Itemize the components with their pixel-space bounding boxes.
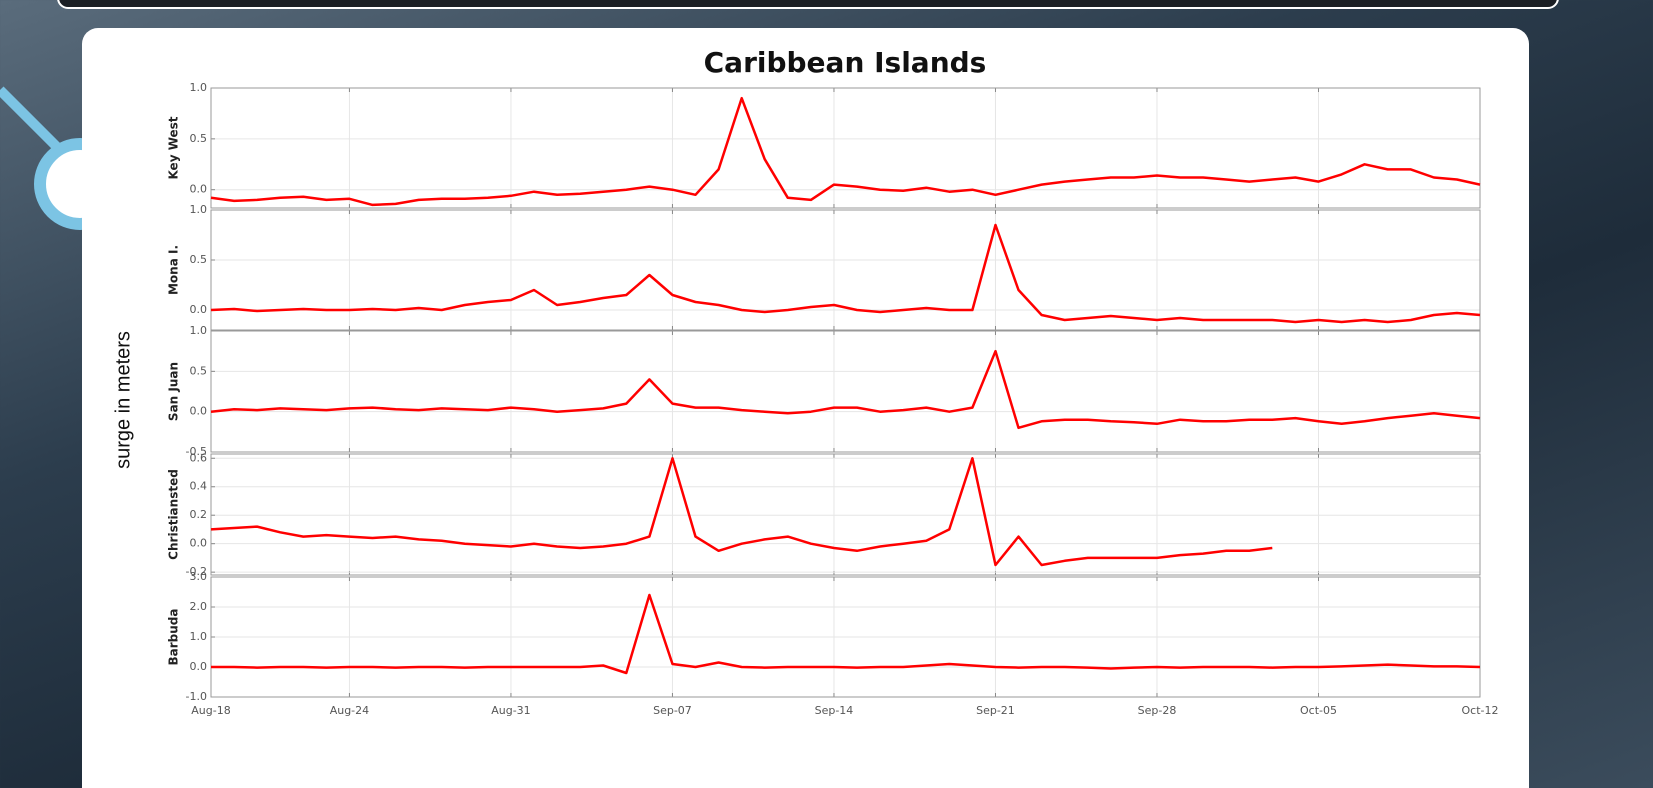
x-tick-label: Oct-12 (1462, 704, 1499, 717)
y-tick-label: 3.0 (190, 570, 208, 583)
y-tick-label: 0.2 (190, 508, 208, 521)
y-tick-label: 0.4 (190, 480, 208, 493)
x-tick-label: Sep-07 (653, 704, 692, 717)
panel-label: Mona I. (167, 245, 181, 295)
x-tick-label: Aug-18 (191, 704, 230, 717)
y-tick-label: 1.0 (190, 324, 208, 337)
top-bar (58, 0, 1558, 8)
screen: Caribbean Islands surge in meters 0.0 0.5… (0, 0, 1653, 788)
y-tick-label: 2.0 (190, 600, 208, 613)
x-tick-label: Aug-31 (491, 704, 530, 717)
chart-title: Caribbean Islands (704, 46, 987, 79)
y-tick-label: 0.0 (190, 405, 208, 418)
x-tick-label: Sep-21 (976, 704, 1015, 717)
decor-line (0, 90, 60, 150)
panel-label: Barbuda (167, 609, 181, 666)
x-tick-label: Sep-14 (815, 704, 854, 717)
y-tick-label: 0.5 (190, 364, 208, 377)
x-tick-label: Aug-24 (330, 704, 369, 717)
panel-label: Key West (167, 116, 181, 179)
y-tick-label: 0.5 (190, 132, 208, 145)
y-tick-label: 0.6 (190, 451, 208, 464)
y-tick-label: 0.0 (190, 660, 208, 673)
page: Caribbean Islands surge in meters 0.0 0.5… (0, 0, 1653, 788)
y-tick-label: 1.0 (190, 630, 208, 643)
y-tick-label: -1.0 (186, 690, 207, 703)
y-tick-label: 0.5 (190, 253, 208, 266)
y-tick-label: 1.0 (190, 203, 208, 216)
y-tick-label: 1.0 (190, 81, 208, 94)
x-tick-label: Sep-28 (1138, 704, 1177, 717)
y-tick-label: 0.0 (190, 183, 208, 196)
panel-label: San Juan (167, 362, 181, 421)
y-tick-label: 0.0 (190, 303, 208, 316)
y-axis-label: surge in meters (112, 331, 134, 469)
y-tick-label: 0.0 (190, 537, 208, 550)
x-tick-label: Oct-05 (1300, 704, 1337, 717)
panel-label: Christiansted (167, 469, 181, 560)
